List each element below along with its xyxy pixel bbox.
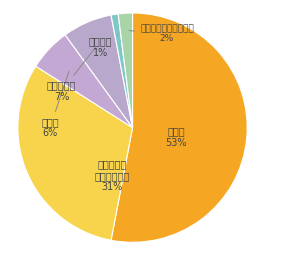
Wedge shape xyxy=(118,13,132,128)
Wedge shape xyxy=(18,66,132,240)
Text: 福祉施設等
7%: 福祉施設等 7% xyxy=(47,48,95,102)
Wedge shape xyxy=(111,13,247,242)
Wedge shape xyxy=(36,35,132,128)
Text: 幼保連携型
認定こども園
31%: 幼保連携型 認定こども園 31% xyxy=(94,159,130,192)
Wedge shape xyxy=(65,15,132,128)
Text: 一般企業
1%: 一般企業 1% xyxy=(89,35,118,58)
Text: 保育園
53%: 保育園 53% xyxy=(165,126,187,148)
Wedge shape xyxy=(111,14,132,128)
Text: 幼稚園
6%: 幼稚園 6% xyxy=(41,72,69,138)
Text: 進学（専修学校含む）
2%: 進学（専修学校含む） 2% xyxy=(129,24,194,43)
